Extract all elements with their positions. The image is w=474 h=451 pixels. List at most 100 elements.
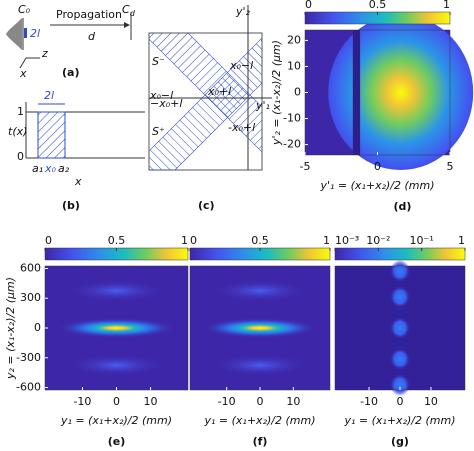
colorbar-tick-label: 1 [458, 234, 465, 247]
y-tick-label: -20 [283, 138, 301, 151]
x-tick-label: 0 [257, 395, 264, 408]
tick-label: a₁ [32, 162, 43, 175]
x-axis-label: y₁ = (x₁+x₂)/2 (mm) [60, 414, 172, 427]
colorbar-tick-label: 0 [190, 234, 197, 247]
width-label: 2l [30, 27, 40, 40]
heatmap-spot [328, 15, 474, 170]
width-label: 2l [44, 89, 54, 102]
heatmap-lobe [66, 279, 167, 302]
x-axis-label: y₁ = (x₁+x₂)/2 (mm) [344, 414, 456, 427]
colorbar-tick-label: 0.5 [369, 0, 387, 11]
colorbar-tick-label: 0 [45, 234, 52, 247]
colorbar-tick-label: 0.5 [108, 234, 126, 247]
colorbar-tick-label: 10⁻³ [335, 234, 359, 247]
x-tick-label: 10 [424, 395, 438, 408]
band [149, 33, 262, 153]
colorbar-tick-label: 0.5 [251, 234, 269, 247]
heatmap-lobe [390, 348, 410, 370]
colorbar-tick-label: 10⁻¹ [410, 234, 434, 247]
region-label: S⁻ [152, 55, 165, 68]
line-label: x₀−l [149, 89, 173, 102]
x-tick-label: -10 [360, 395, 378, 408]
x-tick-label: 5 [447, 160, 454, 173]
heatmap-lobe [390, 374, 410, 397]
slit [37, 111, 66, 159]
heatmap-spot [56, 318, 177, 338]
x-tick-label: 10 [144, 395, 158, 408]
y-tick-label: -300 [16, 351, 41, 364]
x-tick-label: 10 [286, 395, 300, 408]
panel-label: (a) [62, 66, 79, 79]
aperture [24, 28, 27, 38]
y-tick-label: 10 [287, 59, 301, 72]
y-axis-label: y'₂ = (x₁-x₂)/2 (μm) [270, 40, 283, 146]
panel-c: y'₂ y'₁ S⁻ S⁺ x₀−l x₀+l -x₀+l x₀−l −x₀+l… [148, 5, 272, 212]
propagation-label: Propagation [56, 8, 122, 21]
tick-label: a₂ [58, 162, 70, 175]
panel-label: (e) [108, 435, 126, 448]
y-tick-label: 0 [294, 86, 301, 99]
x-tick-label: 0 [374, 160, 381, 173]
region-label: S⁺ [152, 125, 165, 138]
axis-label: y'₁ [255, 99, 270, 112]
panel-label: (f) [253, 435, 268, 448]
heatmap-lobe [211, 354, 309, 377]
y-axis-label: y₂ = (x₁-x₂)/2 (μm) [4, 277, 17, 380]
line-label: −x₀+l [150, 97, 182, 110]
tick-label: 0 [17, 150, 24, 163]
y-label: t(x) [8, 125, 27, 138]
heatmap-panel: 0 0.5 1 -10 0 10 y₁ = (x₁+x₂)/2 (mm) (f) [189, 234, 331, 448]
line-label: -x₀+l [228, 121, 255, 134]
y-tick-label: 0 [34, 321, 41, 334]
panel-b: t(x) 1 0 2l a₁ x₀ a₂ x (b) [8, 89, 145, 212]
panel-label: (g) [391, 435, 409, 448]
line-label: x₀−l [229, 59, 253, 72]
x-axis-label: y'₁ = (x₁+x₂)/2 (mm) [319, 179, 434, 192]
heatmap-panel: 10⁻³ 10⁻² 10⁻¹ 1 -10 0 10 y₁ = (x₁+x₂)/2 (mm) (g… [334, 234, 466, 448]
arrow-head [124, 22, 130, 28]
heatmap-lobe [66, 354, 167, 377]
heatmap-spot [201, 318, 319, 338]
axis-label: z [41, 47, 48, 60]
x-tick-label: -10 [218, 395, 236, 408]
beam [6, 18, 22, 50]
colorbar-tick-label: 0 [305, 0, 312, 11]
x-label: x [74, 175, 82, 188]
colorbar-tick-label: 1 [443, 0, 450, 11]
plane-label: Cd [122, 3, 136, 18]
heatmap-panel: 0 0.5 1 -10 0 10 -600 -300 0 300 600 y₁ = (x₁+x₂)/2… [4, 234, 189, 448]
y-tick-label: 20 [287, 33, 301, 46]
colorbar-tick-label: 1 [181, 234, 188, 247]
axis [19, 57, 27, 69]
panel-label: (d) [394, 200, 412, 213]
y-tick-label: -10 [283, 112, 301, 125]
x-axis-label: y₁ = (x₁+x₂)/2 (mm) [204, 414, 316, 427]
line-label: x₀+l [207, 85, 231, 98]
axis-label: x [19, 67, 27, 80]
y-tick-label: 300 [20, 291, 41, 304]
x-tick-label: 0 [113, 395, 120, 408]
tick-label: x₀ [44, 162, 57, 175]
panel-label: (b) [62, 199, 80, 212]
x-tick-label: 0 [397, 395, 404, 408]
colorbar-tick-label: 10⁻² [366, 234, 390, 247]
x-tick-label: -5 [300, 160, 311, 173]
y-tick-label: 600 [20, 261, 41, 274]
heatmap-lobe [211, 279, 309, 302]
x-tick-label: -10 [73, 395, 91, 408]
panel-a: C₀ Cd 2l Propagation d z x (a) [6, 3, 136, 80]
panel-label: (c) [198, 199, 215, 212]
heatmap-lobe [390, 286, 410, 308]
colorbar [334, 247, 466, 261]
heatmap-lobe [390, 317, 410, 339]
distance-label: d [88, 30, 96, 43]
heatmap-lobe [390, 259, 410, 282]
plane-label: C₀ [18, 3, 31, 16]
heatmap-panel: 0 0.5 1 -5 0 5 -20 -10 0 10 20 y'₁ = (x₁+x₂)/2 (mm)… [270, 0, 474, 213]
tick-label: 1 [17, 105, 24, 118]
blocked-strip [352, 30, 361, 155]
y-tick-label: -600 [16, 381, 41, 394]
band [149, 37, 262, 170]
axis-label: y'₂ [235, 5, 251, 18]
